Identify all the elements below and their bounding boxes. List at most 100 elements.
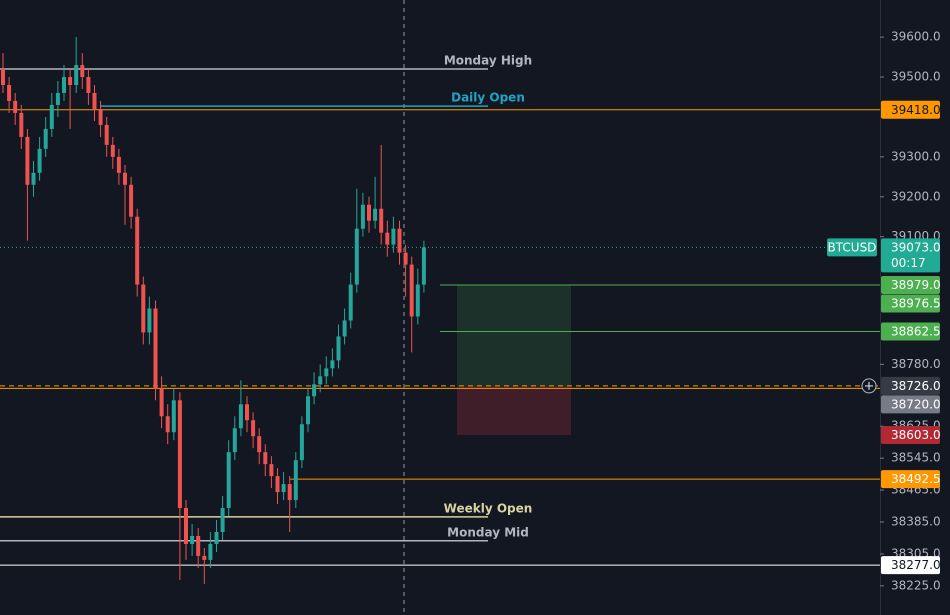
candle-body — [238, 404, 243, 429]
candle-body — [104, 124, 109, 145]
candle-body — [129, 184, 134, 217]
price-tag — [881, 238, 940, 273]
candle-body — [342, 320, 347, 337]
candle-body — [110, 144, 115, 157]
candle-body — [336, 336, 341, 361]
y-tick-label: 39300.0 — [891, 149, 941, 163]
y-tick-label: 38545.0 — [891, 451, 941, 465]
candle-body — [385, 232, 390, 245]
candle-body — [19, 112, 24, 137]
candle-body — [306, 396, 310, 425]
candle-body — [312, 384, 317, 397]
level-label: Weekly Open — [444, 501, 533, 515]
candle-body — [147, 308, 152, 333]
price-tag — [881, 376, 940, 395]
candle-body — [367, 204, 371, 221]
candle-body — [226, 452, 231, 509]
candle-body — [251, 420, 256, 437]
y-tick-label: 38225.0 — [891, 578, 941, 592]
candle-body — [208, 543, 213, 560]
candle-body — [354, 228, 359, 285]
price-tag-label: 38976.5 — [891, 296, 941, 310]
candle-body — [257, 436, 262, 453]
candle-body — [159, 388, 164, 417]
candle-body — [92, 92, 97, 109]
price-tag — [881, 395, 940, 414]
price-tag — [881, 426, 940, 445]
candle-body — [299, 424, 304, 461]
price-tag — [881, 322, 940, 341]
candle-body — [196, 535, 201, 556]
candle-body — [80, 65, 85, 78]
price-tag-label: 38277.0 — [891, 558, 941, 572]
candle-body — [214, 531, 219, 544]
candle-body — [86, 77, 91, 93]
candle-body — [391, 228, 396, 245]
candle-body — [287, 484, 292, 501]
y-tick-label: 38780.0 — [891, 357, 941, 371]
candle-body — [1, 69, 5, 86]
candle-body — [25, 136, 30, 185]
level-label: Daily Open — [451, 91, 525, 105]
candle-body — [184, 508, 188, 544]
price-tag-label: 38979.0 — [891, 278, 941, 292]
candle-body — [43, 128, 48, 149]
candle-body — [177, 400, 182, 509]
symbol-tag — [827, 238, 877, 257]
candle-body — [415, 284, 420, 317]
candle-body — [245, 404, 249, 421]
candle-body — [190, 535, 195, 544]
price-tag-label: 38492.5 — [891, 472, 941, 486]
stop-zone — [457, 385, 571, 436]
y-tick-label: 39600.0 — [891, 30, 941, 44]
candle-body — [220, 508, 225, 532]
candle-body — [263, 452, 268, 465]
level-label: Monday Mid — [447, 525, 529, 539]
candle-body — [135, 216, 140, 285]
level-label: Monday High — [444, 54, 532, 68]
candle-body — [232, 428, 237, 453]
candle-body — [123, 172, 127, 185]
candle-body — [49, 104, 54, 129]
candle-body — [330, 360, 335, 369]
candle-body — [98, 108, 103, 125]
candle-body — [275, 476, 280, 493]
candle-body — [269, 464, 274, 477]
y-tick-label: 39200.0 — [891, 189, 941, 203]
price-tag-label: 39073.0 — [891, 240, 941, 254]
candle-body — [421, 247, 426, 285]
candle-body — [7, 85, 12, 101]
candle-body — [293, 460, 298, 501]
candle-body — [403, 252, 408, 265]
candle-body — [37, 148, 42, 173]
candle-body — [55, 92, 60, 105]
candle-body — [281, 484, 286, 493]
candle-body — [62, 77, 66, 93]
target-zone — [457, 284, 571, 386]
plus-icon — [865, 381, 873, 390]
countdown: 00:17 — [891, 256, 926, 270]
candle-body — [13, 100, 18, 113]
candle-body — [31, 172, 36, 185]
price-tag-label: 39418.0 — [891, 103, 941, 117]
candle-body — [165, 416, 170, 433]
symbol-label: BTCUSD — [828, 240, 877, 254]
candle-body — [74, 65, 79, 86]
price-tag — [881, 100, 940, 119]
price-tag-label: 38603.0 — [891, 428, 941, 442]
candle-body — [373, 208, 378, 221]
candle-body — [141, 284, 146, 333]
price-tag-label: 38862.5 — [891, 324, 941, 338]
price-tag — [881, 275, 940, 294]
price-tag — [881, 294, 940, 313]
candle-body — [324, 368, 329, 377]
y-tick-label: 38385.0 — [891, 515, 941, 529]
price-tag — [881, 556, 940, 575]
price-tag-label: 38720.0 — [891, 397, 941, 411]
candle-body — [360, 204, 365, 229]
candle-body — [409, 264, 414, 317]
price-tag — [881, 470, 940, 489]
candle-body — [68, 77, 73, 86]
